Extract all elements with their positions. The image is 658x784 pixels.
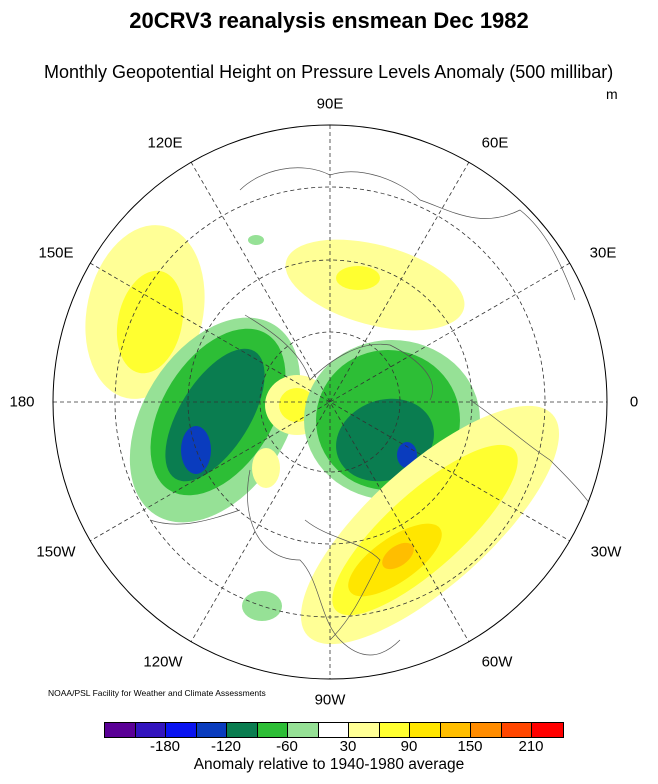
colorbar-tick-label: 30: [339, 738, 357, 755]
colorbar-swatch: [349, 723, 380, 737]
colorbar-swatch: [196, 723, 227, 737]
graticule: [53, 125, 607, 679]
positive-anomaly-core: [336, 266, 380, 290]
colorbar-tick-label: 150: [457, 738, 483, 755]
colorbar-swatch: [257, 723, 288, 737]
figure-title: 20CRV3 reanalysis ensmean Dec 1982: [129, 8, 529, 33]
negative-anomaly-center: [181, 426, 211, 474]
colorbar-swatch: [410, 723, 441, 737]
colorbar-tick-label: -180: [149, 738, 181, 755]
anomaly-field: [53, 125, 607, 679]
colorbar-swatch: [318, 723, 349, 737]
lon-label-150e: 150E: [38, 244, 74, 262]
lon-label-90e: 90E: [316, 95, 344, 113]
colorbar-swatch: [501, 723, 532, 737]
lon-label-30e: 30E: [589, 244, 617, 262]
figure-subtitle: Monthly Geopotential Height on Pressure …: [44, 62, 614, 82]
credit-text: NOAA/PSL Facility for Weather and Climat…: [48, 688, 266, 698]
colorbar-swatch: [166, 723, 197, 737]
colorbar-tick-label: 90: [400, 738, 418, 755]
lon-label-120w: 120W: [143, 653, 183, 671]
negative-anomaly-small: [248, 235, 264, 245]
colorbar-swatch: [135, 723, 166, 737]
colorbar: [104, 722, 564, 738]
lon-label-0: 0: [629, 393, 639, 411]
lon-label-30w: 30W: [590, 543, 622, 561]
colorbar-tick-label: -120: [210, 738, 242, 755]
colorbar-swatch: [532, 723, 563, 737]
lon-label-60w: 60W: [481, 653, 513, 671]
lon-label-60e: 60E: [481, 134, 509, 152]
colorbar-swatch: [440, 723, 471, 737]
colorbar-swatch: [288, 723, 319, 737]
lon-label-90w: 90W: [314, 691, 346, 709]
positive-anomaly-small: [252, 448, 280, 488]
colorbar-tick-label: -60: [276, 738, 298, 755]
colorbar-tick-label: 210: [518, 738, 544, 755]
colorbar-swatch: [105, 723, 136, 737]
map-boundary: [52, 124, 608, 680]
positive-anomaly-peak: [382, 542, 414, 570]
colorbar-swatch: [227, 723, 258, 737]
lon-label-180: 180: [9, 393, 35, 411]
coastlines: [149, 167, 601, 656]
positive-anomaly-core: [116, 270, 184, 374]
lon-label-150w: 150W: [36, 543, 76, 561]
negative-anomaly-center: [397, 442, 417, 468]
colorbar-title: Anomaly relative to 1940-1980 average: [193, 756, 465, 773]
colorbar-swatch: [471, 723, 502, 737]
units-label: m: [606, 86, 618, 102]
lon-label-120e: 120E: [147, 134, 183, 152]
colorbar-swatch: [379, 723, 410, 737]
